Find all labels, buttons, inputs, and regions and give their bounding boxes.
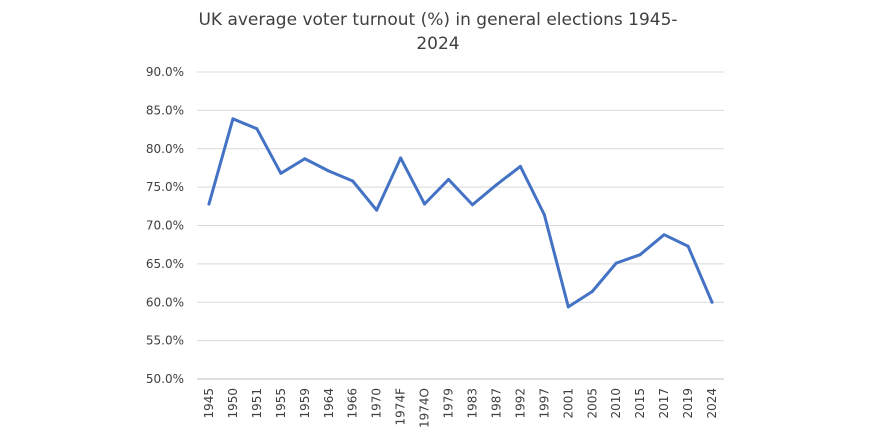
x-tick-label: 1970 [370,388,384,419]
x-tick-label: 2001 [561,388,575,419]
x-tick-label: 1974F [394,388,408,426]
gridlines [197,71,724,380]
data-point-2017 [662,233,666,237]
x-tick-label: 1992 [513,388,527,419]
data-point-2005 [590,290,594,294]
x-tick-label: 1955 [274,388,288,419]
chart-title-line-1: UK average voter turnout (%) in general … [198,10,677,30]
x-tick-label: 1945 [202,388,216,419]
data-point-1964 [327,169,331,173]
data-point-2001 [566,305,570,309]
x-tick-label: 1964 [322,388,336,419]
data-point-1945 [207,202,211,206]
data-point-1959 [303,157,307,161]
x-tick-label: 1966 [346,388,360,419]
series-layer [207,117,714,309]
x-tick-label: 2010 [609,388,623,419]
y-tick-label: 60.0% [146,295,184,309]
data-point-1992 [518,164,522,168]
turnout-series-line [207,117,714,309]
x-tick-label: 1997 [537,388,551,419]
data-point-1950 [231,117,235,121]
x-tick-label: 1950 [226,388,240,419]
x-tick-label: 2024 [705,388,719,419]
data-point-1987 [494,183,498,187]
data-point-1955 [279,171,283,175]
y-tick-label: 75.0% [146,180,184,194]
y-tick-label: 85.0% [146,103,184,117]
data-point-1983 [470,203,474,207]
data-point-1974F [399,156,403,160]
x-tick-label: 2019 [681,388,695,419]
y-tick-label: 50.0% [146,372,184,386]
x-tick-label: 1979 [442,388,456,419]
x-tick-label: 1974O [418,388,432,428]
data-point-1974O [423,202,427,206]
data-point-1970 [375,208,379,212]
data-point-1966 [351,179,355,183]
x-tick-label: 2017 [657,388,671,419]
chart-title-line-2: 2024 [416,34,459,54]
data-point-2024 [710,300,714,304]
y-tick-label: 55.0% [146,334,184,348]
x-tick-label: 2015 [633,388,647,419]
data-point-1979 [447,177,451,181]
data-point-1997 [542,213,546,217]
y-tick-label: 70.0% [146,219,184,233]
data-point-2010 [614,261,618,265]
y-tick-label: 80.0% [146,142,184,156]
x-axis-ticks: 1945 1950 1951 1955 1959 1964 1966 1970 1974F 197… [202,388,719,428]
y-axis-ticks: 50.0% 55.0% 60.0% 65.0% 70.0% 75.0% 80.0% 85.0%… [146,65,184,386]
x-tick-label: 1983 [465,388,479,419]
x-tick-label: 1959 [298,388,312,419]
x-tick-label: 2005 [585,388,599,419]
data-point-1951 [255,127,259,131]
x-tick-label: 1951 [250,388,264,419]
y-tick-label: 90.0% [146,65,184,79]
x-tick-label: 1987 [489,388,503,419]
y-tick-label: 65.0% [146,257,184,271]
data-point-2015 [638,253,642,257]
data-point-2019 [686,244,690,248]
